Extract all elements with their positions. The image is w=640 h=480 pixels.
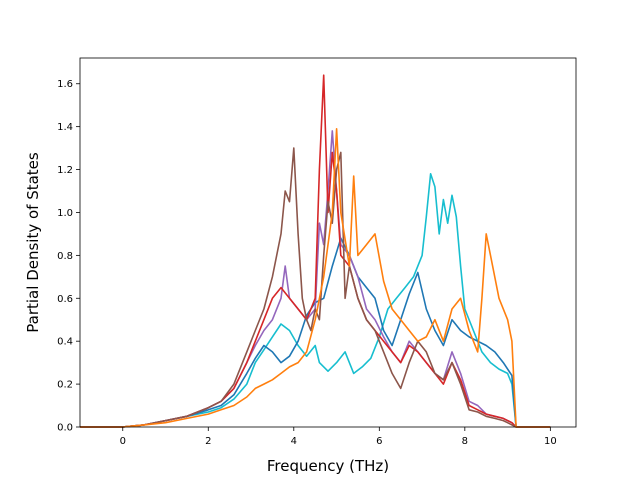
y-tick-label: 0.2 [57, 380, 73, 391]
series-line-1 [80, 173, 551, 428]
x-tick-label: 4 [291, 436, 297, 447]
x-tick-label: 10 [544, 436, 557, 447]
y-tick-label: 0.0 [57, 423, 73, 434]
y-tick-label: 0.4 [57, 337, 73, 348]
y-tick-label: 1.4 [57, 122, 73, 133]
x-tick-label: 8 [462, 436, 468, 447]
y-tick-label: 1.6 [57, 79, 73, 90]
plot-frame [79, 57, 577, 428]
series-line-6 [80, 128, 551, 428]
y-axis-label: Partial Density of States [24, 152, 42, 333]
x-tick-label: 0 [120, 436, 126, 447]
x-tick-label: 2 [205, 436, 211, 447]
y-tick-label: 1.2 [57, 165, 73, 176]
y-tick-label: 0.6 [57, 294, 73, 305]
x-axis-label: Frequency (THz) [267, 457, 389, 475]
y-tick-label: 1.0 [57, 208, 73, 219]
series-lines [80, 74, 551, 428]
series-line-4 [80, 74, 551, 428]
x-tick-label: 6 [376, 436, 382, 447]
y-axis-ticks: 0.0 0.2 0.4 0.6 0.8 1.0 1.2 1.4 1.6 [57, 79, 80, 434]
y-tick-label: 0.8 [57, 251, 73, 262]
x-axis-ticks: 0 2 4 6 8 10 [120, 427, 557, 447]
series-line-5 [80, 147, 551, 428]
